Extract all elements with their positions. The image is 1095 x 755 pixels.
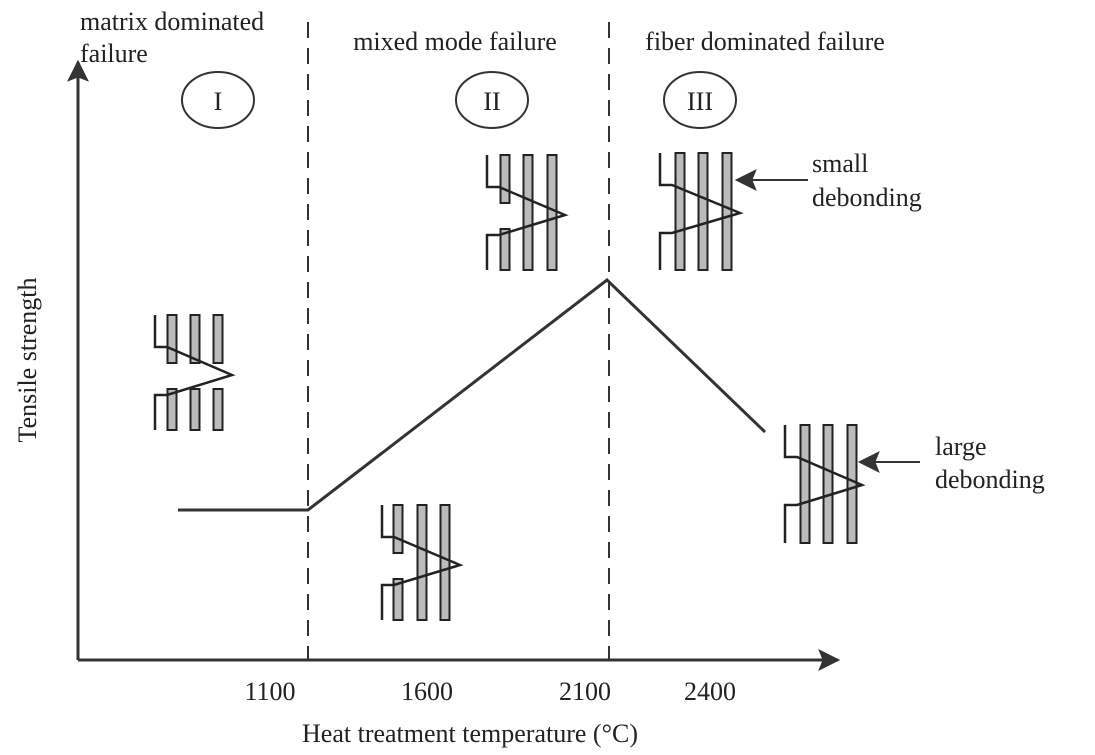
region-label: mixed mode failure — [353, 27, 557, 56]
fiber — [166, 314, 178, 364]
fiber — [546, 154, 558, 271]
y-axis-title: Tensile strength — [13, 278, 42, 443]
annotation: debonding — [935, 465, 1045, 494]
fiber — [439, 504, 451, 621]
fiber — [846, 424, 858, 544]
matrix-outline — [153, 315, 236, 430]
region-numeral: II — [483, 87, 500, 116]
region-label: failure — [80, 39, 148, 68]
fiber — [189, 314, 201, 364]
region-circle — [663, 71, 737, 129]
annotation: debonding — [812, 183, 922, 212]
fiber — [166, 388, 178, 431]
fiber — [822, 424, 834, 544]
matrix-outline — [485, 155, 569, 270]
x-tick-label: 2100 — [559, 677, 611, 706]
fracture-icons — [153, 152, 866, 621]
x-axis-title: Heat treatment temperature (°C) — [302, 719, 638, 748]
annotation: large — [935, 432, 987, 461]
x-tick-label: 2400 — [684, 677, 736, 706]
fiber — [392, 504, 404, 554]
fiber — [212, 388, 224, 431]
fiber — [189, 388, 201, 431]
fiber — [416, 504, 428, 621]
fiber — [499, 154, 511, 204]
annotation: small — [812, 149, 868, 178]
matrix-outline — [783, 425, 866, 543]
matrix-outline — [380, 505, 464, 620]
fiber — [392, 578, 404, 621]
fiber — [721, 152, 733, 271]
fiber — [674, 152, 686, 271]
x-tick-label: 1600 — [401, 677, 453, 706]
fiber — [522, 154, 534, 271]
region-numeral: III — [687, 87, 713, 116]
matrix-outline — [658, 153, 744, 270]
x-tick-label: 1100 — [244, 677, 295, 706]
fiber — [212, 314, 224, 364]
region-label: fiber dominated failure — [645, 27, 885, 56]
strength-curve — [178, 278, 767, 512]
region-circle — [455, 71, 529, 129]
fiber — [697, 152, 709, 271]
region-circle — [181, 71, 255, 129]
region-numeral: I — [214, 87, 223, 116]
fiber — [499, 228, 511, 271]
fiber — [799, 424, 811, 544]
region-label: matrix dominated — [80, 7, 264, 36]
